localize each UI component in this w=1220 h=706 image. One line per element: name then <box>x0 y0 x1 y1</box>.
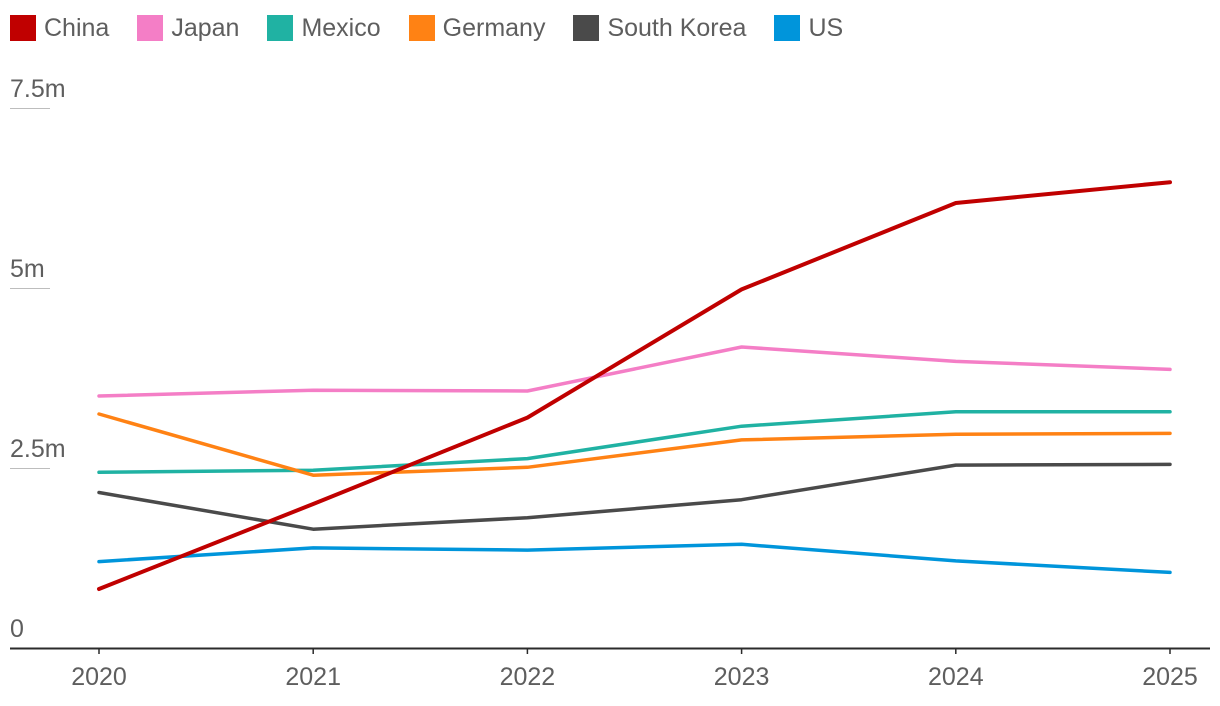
legend-item: US <box>774 14 843 43</box>
legend-label: Mexico <box>301 13 381 42</box>
legend-label: Japan <box>171 13 240 42</box>
x-tick-label: 2020 <box>71 663 127 691</box>
chart-legend: China Japan Mexico Germany South Korea US <box>10 10 871 46</box>
legend-swatch <box>10 15 36 41</box>
series-line-mexico <box>97 410 1172 475</box>
legend-swatch <box>137 15 164 41</box>
legend-swatch <box>774 15 801 41</box>
series-line-germany <box>97 412 1172 477</box>
legend-item: Germany <box>408 13 546 43</box>
legend-label: Germany <box>442 13 546 42</box>
legend-swatch <box>408 15 435 41</box>
series-line-china <box>97 180 1172 591</box>
legend-swatch <box>267 15 294 41</box>
series-line-south-korea <box>97 462 1172 531</box>
x-tick-label: 2025 <box>1142 663 1198 691</box>
legend-item: South Korea <box>573 14 746 43</box>
x-tick-label: 2021 <box>285 663 341 691</box>
legend-swatch <box>573 15 600 41</box>
series-line-japan <box>97 345 1172 398</box>
legend-item: Mexico <box>267 13 381 43</box>
x-tick-label: 2024 <box>928 663 984 691</box>
legend-label: South Korea <box>607 13 747 42</box>
series-line-us <box>97 542 1172 575</box>
legend-label: US <box>808 13 844 42</box>
legend-item: China <box>10 14 109 43</box>
y-tick-label: 0 <box>10 615 24 643</box>
legend-label: China <box>44 13 110 42</box>
x-tick-label: 2022 <box>500 663 556 691</box>
legend-item: Japan <box>137 14 239 43</box>
y-tick-label: 2.5m <box>10 435 66 463</box>
y-tick-label: 5m <box>10 255 45 283</box>
y-tick-label: 7.5m <box>10 75 66 103</box>
x-tick-label: 2023 <box>714 663 770 691</box>
